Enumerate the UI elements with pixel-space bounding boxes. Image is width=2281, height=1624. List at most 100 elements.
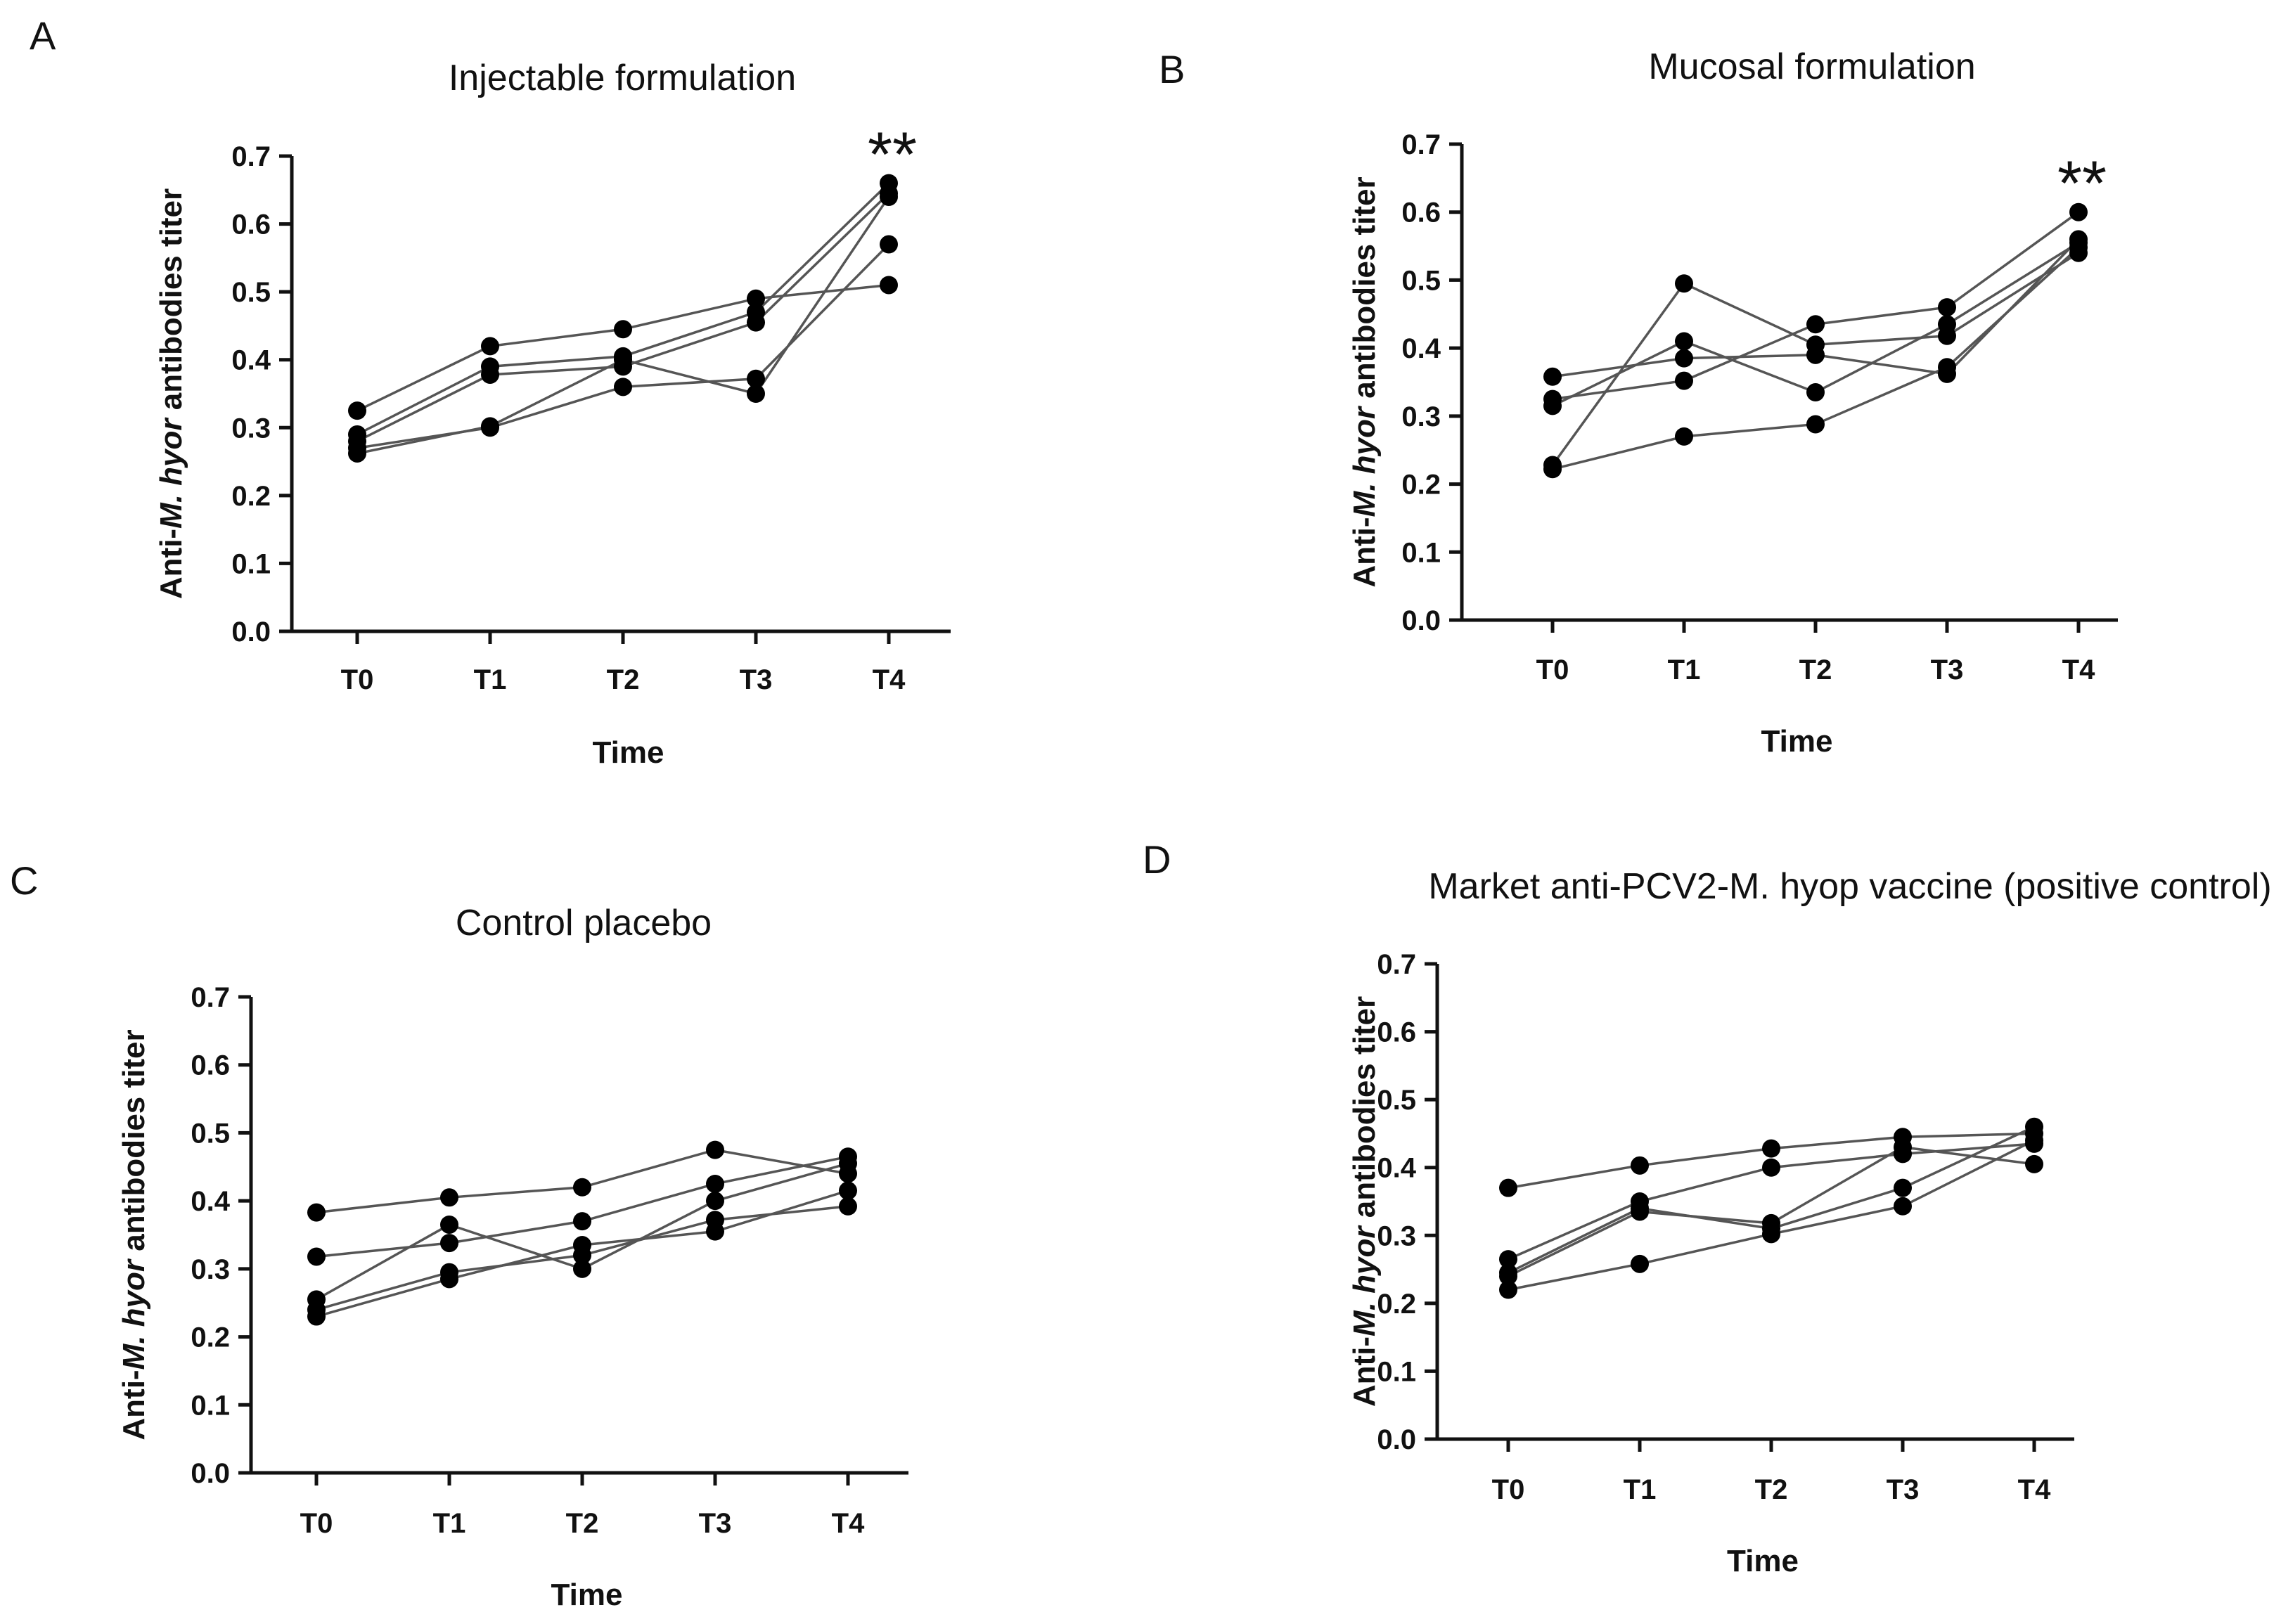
chart-title: Control placebo xyxy=(456,903,712,943)
y-tick-label: 0.7 xyxy=(1377,949,1416,980)
data-point xyxy=(1675,371,1693,390)
data-point xyxy=(614,320,632,339)
x-tick-label: T3 xyxy=(1931,655,1964,685)
y-tick-label: 0.3 xyxy=(1401,401,1441,432)
x-tick-label: T2 xyxy=(607,664,640,695)
x-tick-label: T4 xyxy=(832,1508,865,1539)
y-tick-label: 0.6 xyxy=(1377,1017,1416,1048)
data-point xyxy=(1631,1202,1649,1221)
data-point xyxy=(1675,274,1693,293)
data-point xyxy=(706,1140,724,1159)
y-axis-title: Anti-M. hyor antibodies titer xyxy=(1347,176,1382,587)
x-tick-label: T0 xyxy=(300,1508,333,1539)
data-point xyxy=(1675,349,1693,368)
y-axis-title-prefix: Anti- xyxy=(1347,517,1382,587)
data-point xyxy=(706,1222,724,1241)
panel-letter: C xyxy=(10,858,38,903)
x-tick-label: T2 xyxy=(1755,1474,1788,1505)
y-tick-label: 0.6 xyxy=(1401,198,1441,228)
data-point xyxy=(1894,1138,1912,1156)
data-point xyxy=(1543,397,1562,415)
y-tick-label: 0.4 xyxy=(1377,1153,1416,1184)
data-point xyxy=(1894,1197,1912,1216)
x-axis-title: Time xyxy=(551,1578,623,1612)
y-axis-title-suffix: antibodies titer xyxy=(154,188,188,419)
data-point xyxy=(1938,298,1956,317)
data-point xyxy=(1762,1139,1780,1158)
y-tick-label: 0.5 xyxy=(1401,265,1441,296)
data-point xyxy=(1675,427,1693,446)
x-tick-label: T1 xyxy=(1624,1474,1657,1505)
data-point xyxy=(481,417,499,436)
y-tick-label: 0.1 xyxy=(1377,1356,1416,1387)
y-axis-title-italic: M. hyor xyxy=(1347,1225,1382,1336)
y-tick-label: 0.4 xyxy=(231,345,271,376)
data-point xyxy=(2069,238,2088,257)
y-tick-label: 0.0 xyxy=(191,1458,230,1489)
significance-annotation: ** xyxy=(868,120,917,191)
series-line-2 xyxy=(1552,211,2080,401)
y-tick-label: 0.4 xyxy=(191,1186,230,1217)
y-tick-label: 0.3 xyxy=(231,413,271,444)
y-axis-title-prefix: Anti- xyxy=(117,1370,151,1440)
data-point xyxy=(1499,1178,1517,1197)
y-tick-label: 0.2 xyxy=(1401,470,1441,501)
y-tick-label: 0.7 xyxy=(191,982,230,1013)
y-tick-label: 0.0 xyxy=(231,617,271,647)
data-point xyxy=(880,235,898,254)
chart-title: Injectable formulation xyxy=(449,58,796,98)
y-tick-label: 0.0 xyxy=(1377,1424,1416,1455)
y-tick-label: 0.2 xyxy=(191,1322,230,1353)
series-line-3 xyxy=(356,192,890,443)
x-tick-label: T4 xyxy=(873,664,906,695)
data-point xyxy=(307,1307,326,1326)
x-tick-label: T0 xyxy=(1492,1474,1525,1505)
series-line-4 xyxy=(356,243,890,449)
y-axis-title-prefix: Anti- xyxy=(154,529,188,599)
data-point xyxy=(573,1259,591,1278)
data-point xyxy=(747,313,765,332)
y-tick-label: 0.0 xyxy=(1401,605,1441,636)
y-tick-label: 0.6 xyxy=(191,1050,230,1081)
data-point xyxy=(348,401,366,420)
data-point xyxy=(2069,202,2088,221)
data-point xyxy=(614,378,632,397)
data-point xyxy=(1543,367,1562,386)
data-point xyxy=(573,1178,591,1197)
data-point xyxy=(747,369,765,388)
x-tick-label: T3 xyxy=(699,1508,732,1539)
data-point xyxy=(614,350,632,369)
data-point xyxy=(1675,332,1693,351)
x-tick-label: T1 xyxy=(433,1508,466,1539)
data-point xyxy=(440,1215,458,1234)
y-tick-label: 0.6 xyxy=(231,210,271,240)
y-axis-title-italic: M. hyor xyxy=(1347,405,1382,517)
x-axis-title: Time xyxy=(1727,1544,1799,1578)
x-axis-title: Time xyxy=(1761,724,1833,759)
data-point xyxy=(1631,1156,1649,1175)
y-tick-label: 0.3 xyxy=(1377,1220,1416,1251)
data-point xyxy=(2025,1131,2043,1150)
data-point xyxy=(348,444,366,463)
y-tick-label: 0.2 xyxy=(231,481,271,512)
y-axis-title-suffix: antibodies titer xyxy=(1347,996,1382,1227)
data-point xyxy=(1806,415,1825,434)
data-point xyxy=(481,337,499,356)
y-tick-label: 0.4 xyxy=(1401,333,1441,364)
x-tick-label: T3 xyxy=(740,664,773,695)
data-point xyxy=(2025,1117,2043,1136)
data-point xyxy=(706,1174,724,1193)
data-point xyxy=(1806,383,1825,402)
data-point xyxy=(880,187,898,206)
y-tick-label: 0.7 xyxy=(231,141,271,172)
data-point xyxy=(1762,1213,1780,1232)
data-point xyxy=(839,1197,857,1216)
x-axis-title: Time xyxy=(593,735,664,770)
data-point xyxy=(1894,1178,1912,1197)
panel-d: D Market anti-PCV2-M. hyop vaccine (posit… xyxy=(1143,837,2272,1578)
x-tick-label: T2 xyxy=(566,1508,599,1539)
data-point xyxy=(440,1270,458,1289)
panel-letter: A xyxy=(30,13,56,58)
x-tick-label: T0 xyxy=(1536,655,1569,685)
